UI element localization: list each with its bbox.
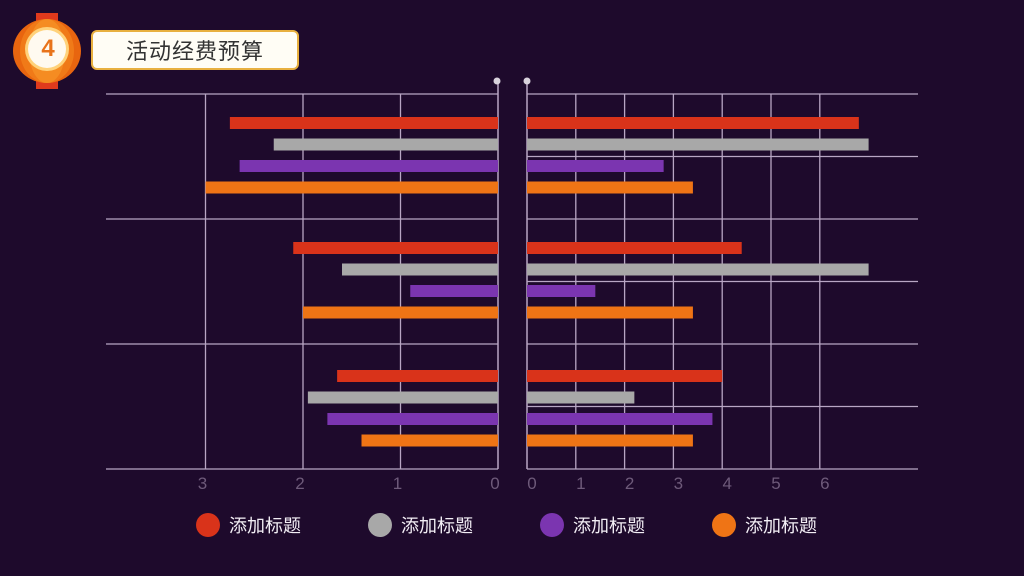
right-bar [527, 181, 693, 194]
right-bar [527, 391, 635, 404]
left-bar [327, 413, 498, 425]
page-title: 活动经费预算 [91, 30, 299, 70]
right-bar [527, 242, 742, 254]
right-axis-tick: 0 [527, 474, 537, 493]
right-bar [527, 370, 723, 382]
legend-label: 添加标题 [745, 516, 817, 537]
legend-swatch-icon [196, 513, 220, 537]
right-axis-tick: 1 [576, 474, 586, 493]
legend-item: 添加标题 [712, 510, 817, 540]
left-axis-tick: 2 [295, 474, 305, 493]
legend-swatch-icon [712, 513, 736, 537]
legend-swatch-icon [540, 513, 564, 537]
right-axis-dot [523, 77, 531, 85]
right-bar [527, 117, 859, 129]
right-axis-tick: 2 [624, 474, 635, 493]
left-bar [293, 242, 498, 254]
legend-item: 添加标题 [368, 510, 473, 540]
legend-label: 添加标题 [573, 516, 645, 537]
right-bar [527, 160, 664, 172]
left-bar [337, 370, 498, 382]
legend-item: 添加标题 [540, 510, 645, 540]
lantern-icon [13, 13, 81, 89]
page-title-text: 活动经费预算 [125, 40, 264, 65]
left-bar [303, 306, 498, 319]
right-bar [527, 138, 869, 151]
right-axis-tick: 5 [771, 474, 781, 493]
left-bar [361, 434, 498, 447]
right-axis-tick: 6 [820, 474, 830, 493]
left-bar [410, 285, 498, 297]
legend-label: 添加标题 [401, 516, 473, 537]
left-bar [205, 181, 498, 194]
left-axis-tick: 0 [490, 474, 500, 493]
legend-label: 添加标题 [229, 516, 301, 537]
legend-item: 添加标题 [196, 510, 301, 540]
right-bar [527, 263, 869, 276]
left-axis-tick: 1 [392, 474, 403, 493]
left-axis-tick: 3 [197, 474, 208, 493]
left-bar [273, 138, 498, 151]
chart-legend: 添加标题 添加标题 添加标题 添加标题 [0, 510, 1024, 540]
left-axis-dot [493, 77, 501, 85]
right-bar [527, 306, 693, 319]
left-bar [239, 160, 498, 172]
right-axis-tick: 4 [722, 474, 732, 493]
section-number: 4 [41, 35, 55, 62]
left-bar [342, 263, 498, 276]
right-bar [527, 434, 693, 447]
right-bar [527, 285, 596, 297]
left-bar [229, 117, 498, 129]
right-axis-tick: 3 [673, 474, 684, 493]
section-number-badge: 4 [12, 12, 82, 90]
left-bar [307, 391, 498, 404]
legend-swatch-icon [368, 513, 392, 537]
right-bar [527, 413, 713, 425]
